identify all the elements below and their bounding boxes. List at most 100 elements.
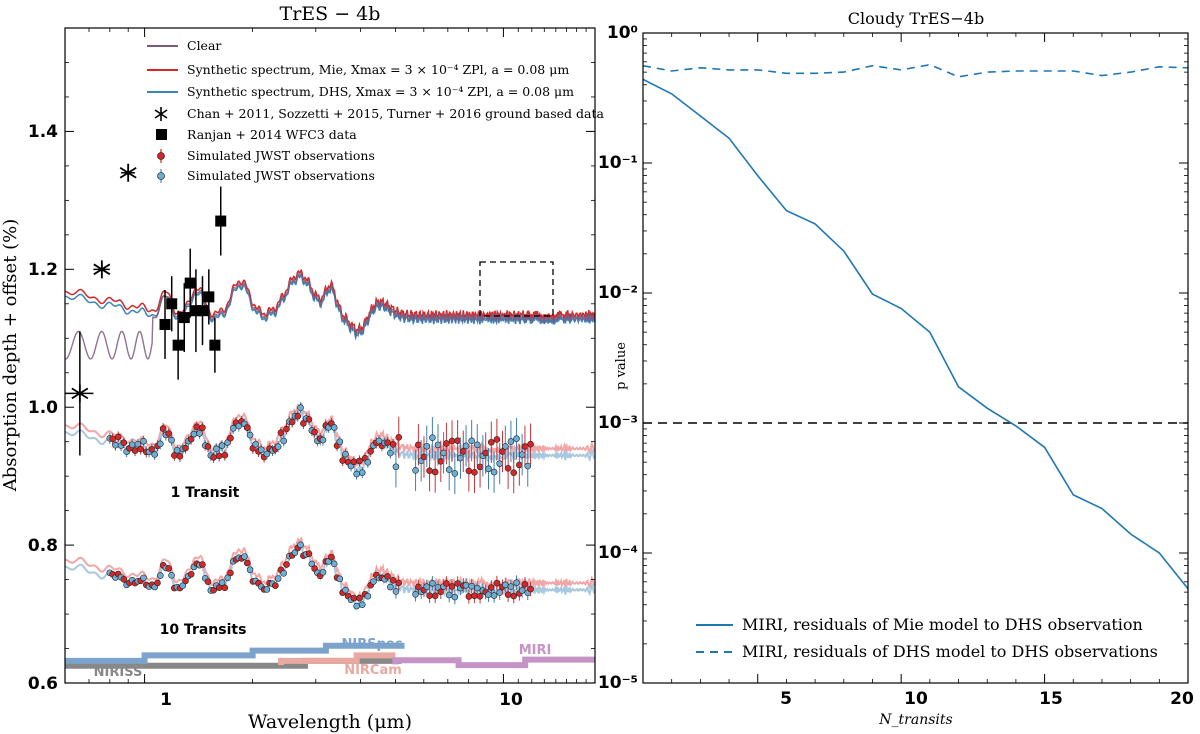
- right-xtick-label: 20: [1170, 689, 1194, 709]
- sim-point: [370, 578, 377, 585]
- sim-point: [471, 468, 478, 476]
- sim-point: [395, 434, 403, 441]
- sim-point: [297, 404, 304, 411]
- sim-point: [490, 592, 498, 599]
- right-ytick-label: 10⁻²: [598, 283, 638, 303]
- left-xtick-label: 1: [160, 690, 172, 710]
- legend-label: Clear: [187, 38, 221, 53]
- sim-point: [193, 423, 201, 431]
- sim-point: [476, 463, 484, 471]
- sim-point: [221, 584, 229, 592]
- sim-point: [179, 582, 187, 590]
- sim-point: [131, 447, 139, 454]
- legend-label: MIRI, residuals of DHS model to DHS obse…: [742, 642, 1158, 661]
- left-ytick-label: 0.6: [28, 674, 58, 694]
- sim-point: [151, 451, 159, 458]
- sim-point: [328, 553, 335, 561]
- sim-point: [415, 441, 422, 449]
- left-panel: TrES − 4b Absorption depth + offset (%) …: [0, 3, 604, 733]
- left-xtick-label: 10: [499, 690, 523, 710]
- sim-point: [199, 424, 206, 431]
- sim-point: [305, 416, 313, 423]
- sim-point: [527, 585, 534, 593]
- right-ytick-label: 10⁻⁴: [598, 543, 638, 563]
- sim-point: [524, 462, 532, 470]
- wfc3-square-point: [209, 339, 221, 351]
- legend-label: Synthetic spectrum, DHS, Xmax = 3 × 10⁻⁴…: [187, 84, 574, 99]
- sim-point: [487, 584, 495, 591]
- sim-point: [451, 470, 459, 477]
- sim-point: [358, 601, 366, 608]
- left-chart-title: TrES − 4b: [280, 3, 381, 25]
- annotation-10-transits: 10 Transits: [160, 622, 247, 638]
- right-ytick-label: 10⁻¹: [598, 153, 638, 173]
- legend-red-dot-icon: [157, 152, 165, 160]
- sim-point: [384, 573, 391, 580]
- legend-star-icon: [154, 107, 168, 121]
- sim-point: [465, 467, 473, 475]
- instrument-label-nircam: NIRCam: [344, 663, 402, 678]
- legend-label: Synthetic spectrum, Mie, Xmax = 3 × 10⁻⁴…: [187, 62, 569, 77]
- sim-point: [392, 463, 400, 471]
- sim-point: [465, 593, 473, 600]
- sim-point: [412, 591, 419, 598]
- sim-point: [283, 425, 290, 433]
- right-plot-frame: [642, 32, 1189, 684]
- left-ytick-label: 0.8: [28, 536, 58, 556]
- zoom-box: [479, 261, 554, 317]
- wfc3-square-point: [159, 318, 171, 330]
- instrument-label-niriss: NIRISS: [94, 665, 143, 680]
- sim-point: [459, 448, 467, 455]
- sim-point: [518, 587, 526, 594]
- sim-point: [168, 436, 175, 444]
- sim-point: [196, 430, 203, 437]
- sim-point: [364, 592, 372, 600]
- sim-point: [445, 466, 453, 474]
- sim-point: [423, 583, 431, 591]
- sim-point: [518, 451, 526, 458]
- sim-point: [274, 575, 282, 582]
- right-ytick-label: 10⁻³: [598, 413, 638, 433]
- sim-point: [311, 428, 318, 436]
- right-xtick-label: 15: [1039, 689, 1063, 709]
- sim-point: [482, 449, 489, 457]
- legend-label: Chan + 2011, Sozzetti + 2015, Turner + 2…: [187, 106, 604, 121]
- sim-point: [182, 444, 189, 452]
- sim-point: [420, 453, 428, 461]
- sim-point: [137, 445, 144, 453]
- sim-point: [330, 560, 338, 568]
- left-plot-frame: [64, 27, 596, 684]
- sim-point: [252, 440, 259, 448]
- sim-point: [440, 449, 447, 457]
- sim-point: [319, 568, 327, 576]
- right-legend: MIRI, residuals of Mie model to DHS obse…: [696, 615, 1158, 661]
- sim-point: [288, 418, 296, 426]
- sim-point: [487, 438, 495, 446]
- sim-point: [510, 469, 518, 477]
- sim-point: [513, 435, 520, 443]
- sim-point: [243, 424, 251, 431]
- right-panel: Cloudy TrES−4b p value N_transits 10⁰ 10…: [598, 9, 1194, 728]
- ground-star-point: [71, 384, 89, 403]
- sim-point: [342, 586, 349, 594]
- sim-point: [513, 579, 520, 586]
- sim-point: [502, 443, 509, 450]
- sim-point: [521, 581, 529, 588]
- sim-point: [496, 589, 504, 596]
- sim-point: [336, 438, 344, 446]
- sim-point: [218, 442, 226, 449]
- sim-point: [173, 446, 181, 454]
- annotation-1-transit: 1 Transit: [171, 485, 240, 501]
- sim-point: [128, 441, 136, 448]
- sim-point: [451, 593, 459, 601]
- right-chart-title: Cloudy TrES−4b: [848, 9, 984, 28]
- sim-point: [297, 541, 304, 549]
- ground-star-point: [119, 163, 137, 182]
- sim-point: [431, 592, 439, 600]
- left-x-axis-label: Wavelength (μm): [248, 711, 412, 733]
- sim-point: [336, 575, 344, 583]
- sim-point: [468, 582, 475, 590]
- sim-point: [462, 442, 470, 450]
- sim-point: [367, 448, 374, 455]
- sim-point: [112, 441, 119, 449]
